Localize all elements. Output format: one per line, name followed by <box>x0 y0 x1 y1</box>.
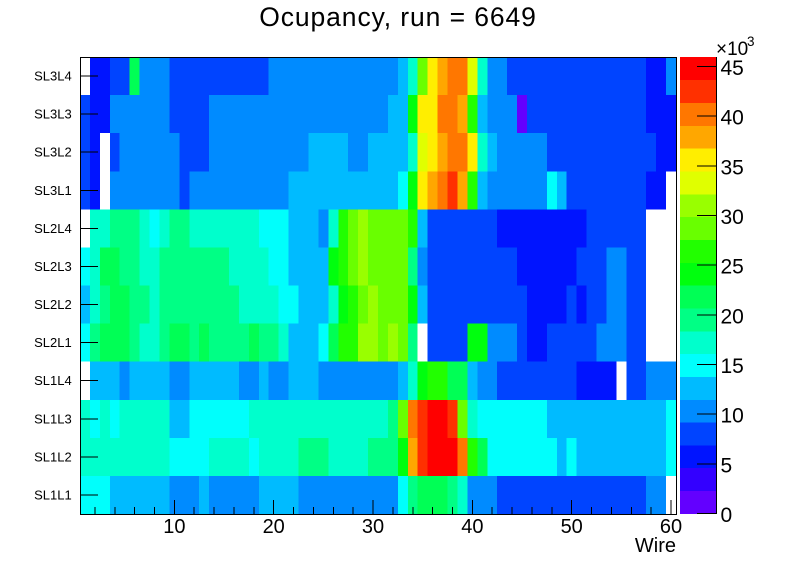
svg-text:×10: ×10 <box>716 39 748 60</box>
svg-text:10: 10 <box>721 405 744 428</box>
svg-text:0: 0 <box>721 504 733 527</box>
svg-text:25: 25 <box>721 256 744 279</box>
svg-text:SL2L1: SL2L1 <box>34 335 72 350</box>
svg-text:SL1L2: SL1L2 <box>34 449 72 464</box>
svg-text:SL1L3: SL1L3 <box>34 411 72 426</box>
svg-text:SL3L3: SL3L3 <box>34 107 72 122</box>
svg-text:45: 45 <box>721 57 744 80</box>
svg-text:SL3L2: SL3L2 <box>34 145 72 160</box>
svg-text:10: 10 <box>163 516 185 538</box>
svg-text:Ocupancy, run = 6649: Ocupancy, run = 6649 <box>259 2 537 32</box>
svg-text:50: 50 <box>561 516 583 538</box>
svg-text:20: 20 <box>263 516 285 538</box>
svg-text:40: 40 <box>461 516 483 538</box>
svg-text:SL2L4: SL2L4 <box>34 221 72 236</box>
svg-text:5: 5 <box>721 454 733 477</box>
svg-text:SL3L1: SL3L1 <box>34 183 72 198</box>
svg-text:Wire: Wire <box>635 535 676 557</box>
svg-text:60: 60 <box>660 516 682 538</box>
svg-text:40: 40 <box>721 107 744 130</box>
svg-text:15: 15 <box>721 355 744 378</box>
svg-text:35: 35 <box>721 156 744 179</box>
svg-text:20: 20 <box>721 305 744 328</box>
svg-text:3: 3 <box>747 34 755 49</box>
svg-text:SL2L2: SL2L2 <box>34 297 72 312</box>
svg-text:SL1L4: SL1L4 <box>34 373 72 388</box>
svg-text:SL2L3: SL2L3 <box>34 259 72 274</box>
svg-text:30: 30 <box>721 206 744 229</box>
svg-text:SL1L1: SL1L1 <box>34 487 72 502</box>
svg-text:30: 30 <box>362 516 384 538</box>
svg-text:SL3L4: SL3L4 <box>34 69 72 84</box>
